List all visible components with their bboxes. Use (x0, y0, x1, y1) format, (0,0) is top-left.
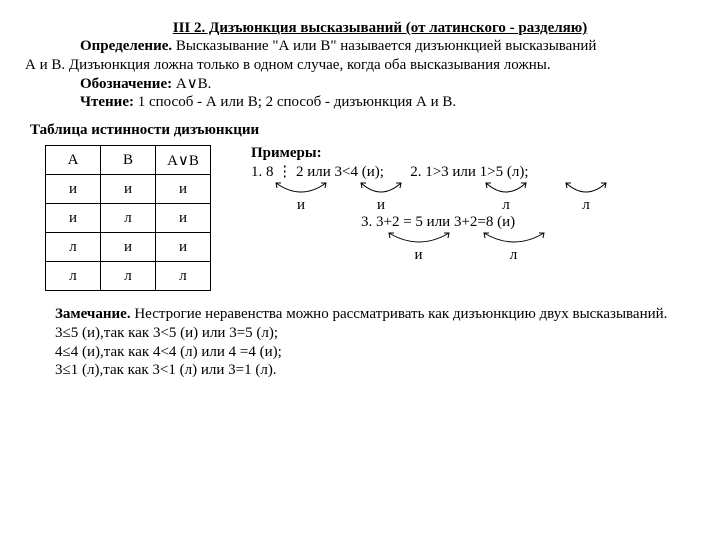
table-cell: и (46, 204, 101, 233)
remark-block: Замечание. Нестрогие неравенства можно р… (55, 305, 695, 380)
result-value: л (510, 247, 518, 264)
table-cell: л (46, 262, 101, 291)
table-header: А (46, 146, 101, 175)
section-title: III 2. Дизъюнкция высказываний (от латин… (65, 20, 695, 37)
table-header: А∨В (156, 146, 211, 175)
table-cell: и (101, 233, 156, 262)
table-cell: л (156, 262, 211, 291)
result-value: л (582, 197, 590, 214)
remark-line: 3≤5 (и),так как 3<5 (и) или 3=5 (л); (55, 325, 278, 341)
table-row: л и и (46, 233, 211, 262)
arc-group: л (466, 181, 546, 214)
definition-label: Определение. (80, 38, 172, 54)
arc-icon (384, 231, 454, 247)
notation-label: Обозначение: (80, 76, 172, 92)
remark-line: 3≤1 (л),так как 3<1 (л) или 3=1 (л). (55, 362, 277, 378)
definition-block: Определение. Высказывание "А или В" назы… (25, 37, 695, 112)
table-row: и и и (46, 175, 211, 204)
arc-icon (271, 181, 331, 197)
table-row: и л и (46, 204, 211, 233)
examples-title: Примеры: (251, 145, 626, 162)
truth-table: А В А∨В и и и и л и л и и л л л (45, 145, 211, 291)
result-value: и (297, 197, 305, 214)
reading-text: 1 способ - А или В; 2 способ - дизъюнкци… (134, 94, 456, 110)
definition-text-2: А и В. Дизъюнкция ложна только в одном с… (25, 57, 551, 73)
remark-text: Нестрогие неравенства можно рассматриват… (131, 306, 668, 322)
examples-block: Примеры: 1. 8 ⋮ 2 или 3<4 (и); 2. 1>3 ил… (251, 145, 626, 264)
result-value: и (414, 247, 422, 264)
example-2-text: 2. 1>3 или 1>5 (л); (410, 164, 528, 180)
remark-line: 4≤4 (и),так как 4<4 (л) или 4 =4 (и); (55, 344, 282, 360)
result-value: л (502, 197, 510, 214)
reading-label: Чтение: (80, 94, 134, 110)
table-cell: л (101, 262, 156, 291)
table-cell: л (101, 204, 156, 233)
arc-group: и (261, 181, 341, 214)
arc-group: л (466, 231, 561, 264)
example-1-text: 1. 8 ⋮ 2 или 3<4 (и); (251, 164, 384, 180)
table-cell: и (101, 175, 156, 204)
arc-icon (479, 231, 549, 247)
table-cell: и (156, 233, 211, 262)
table-cell: л (46, 233, 101, 262)
table-cell: и (156, 175, 211, 204)
table-cell: и (156, 204, 211, 233)
example-3-text: 3. 3+2 = 5 или 3+2=8 (и) (361, 214, 626, 231)
arc-group: и (371, 231, 466, 264)
table-title: Таблица истинности дизъюнкции (30, 122, 695, 139)
table-row: л л л (46, 262, 211, 291)
arc-icon (356, 181, 406, 197)
arc-icon (481, 181, 531, 197)
table-header: В (101, 146, 156, 175)
table-cell: и (46, 175, 101, 204)
remark-label: Замечание. (55, 306, 131, 322)
table-row: А В А∨В (46, 146, 211, 175)
result-value: и (377, 197, 385, 214)
arc-group: л (546, 181, 626, 214)
notation-text: А∨В. (172, 76, 211, 92)
definition-text-1: Высказывание "А или В" называется дизъюн… (172, 38, 596, 54)
arc-group: и (341, 181, 421, 214)
arc-icon (561, 181, 611, 197)
